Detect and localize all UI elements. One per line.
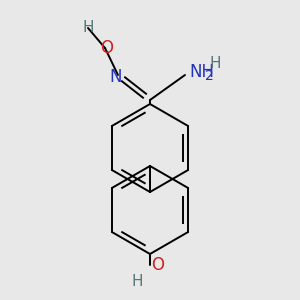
Text: NH: NH: [189, 63, 214, 81]
Text: N: N: [110, 68, 122, 86]
Text: H: H: [209, 56, 221, 70]
Text: O: O: [152, 256, 164, 274]
Text: 2: 2: [205, 69, 214, 83]
Text: H: H: [131, 274, 143, 290]
Text: O: O: [100, 39, 113, 57]
Text: H: H: [82, 20, 94, 35]
